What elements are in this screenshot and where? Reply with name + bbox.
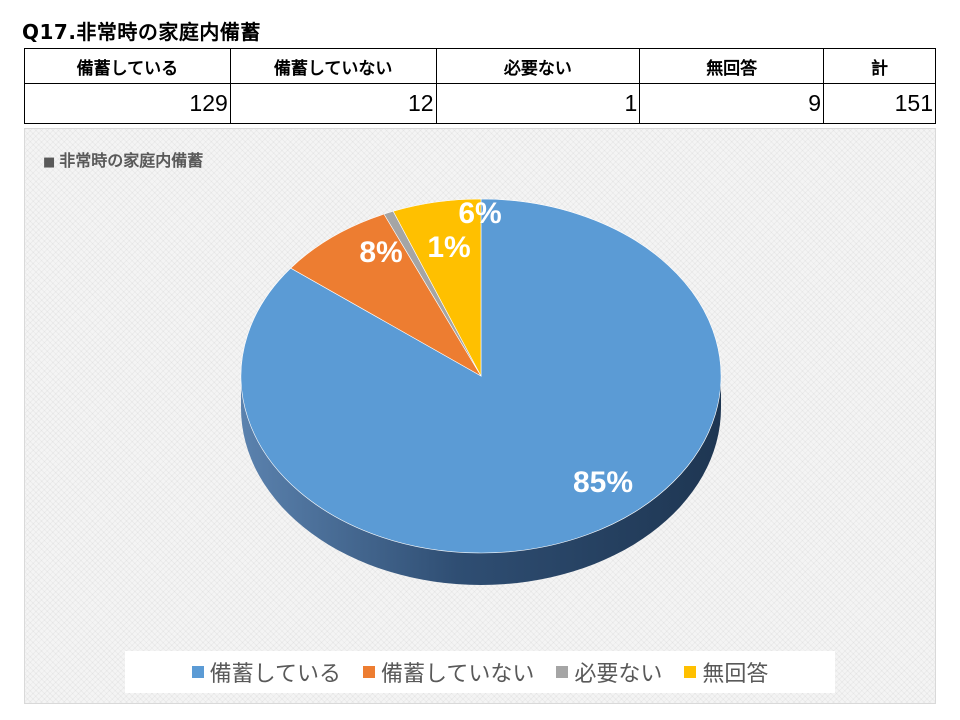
legend-label-3: 必要ない (574, 662, 663, 687)
pie-slice-4 (392, 198, 482, 377)
pie-data-label-4: 6% (458, 197, 501, 230)
header-not-needed: 必要ない (435, 48, 641, 84)
value-not-needed: 1 (435, 83, 641, 124)
legend-label-1: 備蓄している (209, 662, 341, 687)
legend-swatch-3 (556, 666, 569, 678)
page-title: Q17.非常時の家庭内備蓄 (22, 20, 261, 44)
chart-area: ■ 非常時の家庭内備蓄 85% 8% 1% 6% 備蓄している 備蓄していない 必要ない 無回… (24, 128, 936, 704)
pie-data-label-3: 1% (427, 231, 470, 264)
legend-item-3: 必要ない (556, 656, 662, 688)
pie-label-group: 85% 8% 1%6% (359, 197, 633, 499)
legend-swatch-4 (684, 666, 697, 678)
pie-side-wall (241, 376, 721, 585)
header-no-answer: 無回答 (639, 48, 825, 84)
pie-slice-2 (290, 213, 482, 377)
pie-slice-group (240, 198, 722, 554)
chart-title-marker: ■ (43, 155, 56, 170)
value-not-stockpiling: 12 (229, 83, 437, 124)
legend-swatch-2 (362, 666, 375, 678)
header-not-stockpiling: 備蓄していない (229, 48, 437, 84)
pie-data-label-2: 8% (359, 236, 402, 269)
pie-chart: 85% 8% 1%6% (240, 197, 722, 585)
value-stockpiling: 129 (24, 83, 231, 124)
table-row: 129 12 1 9 151 (24, 83, 936, 124)
legend-label-4: 無回答 (702, 662, 769, 687)
header-total: 計 (823, 48, 936, 84)
legend-item-1: 備蓄している (191, 656, 341, 688)
legend-item-2: 備蓄していない (362, 656, 535, 688)
chart-title: ■ 非常時の家庭内備蓄 (43, 147, 203, 171)
value-no-answer: 9 (639, 83, 825, 124)
pie-slice-1 (240, 198, 722, 554)
chart-legend: 備蓄している 備蓄していない 必要ない 無回答 (125, 651, 835, 693)
pie-data-label-1: 85% (573, 466, 633, 499)
table-header-row: 備蓄している 備蓄していない 必要ない 無回答 計 (24, 48, 936, 84)
chart-title-text: 非常時の家庭内備蓄 (59, 151, 204, 170)
legend-swatch-1 (191, 666, 204, 678)
summary-table: 備蓄している 備蓄していない 必要ない 無回答 計 129 12 1 9 151 (24, 48, 936, 124)
legend-label-2: 備蓄していない (380, 662, 535, 687)
pie-side-group (241, 376, 721, 585)
legend-item-4: 無回答 (684, 656, 768, 688)
header-stockpiling: 備蓄している (24, 48, 231, 84)
value-total: 151 (823, 83, 936, 124)
